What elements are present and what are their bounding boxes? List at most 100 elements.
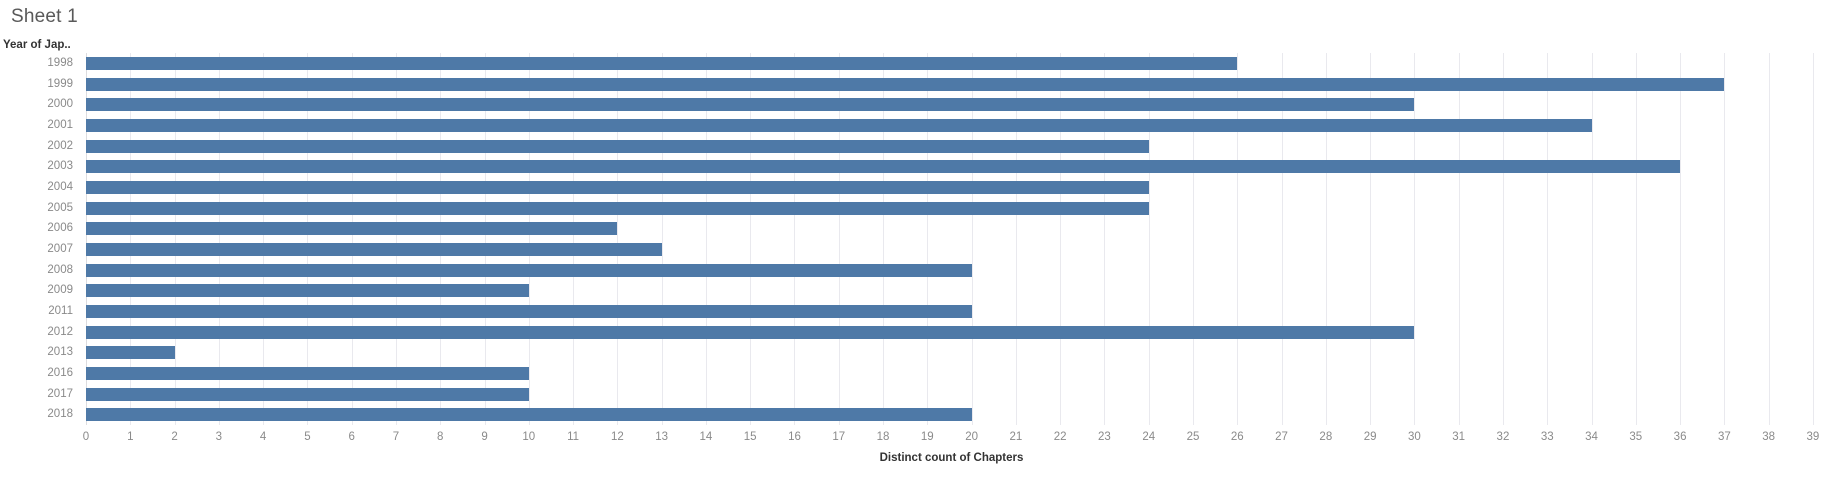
- x-tick-label: 5: [304, 431, 311, 443]
- gridline: [218, 53, 220, 425]
- gridline: [174, 53, 176, 425]
- x-tick-label: 13: [655, 431, 669, 443]
- x-tick-label: 1: [127, 431, 134, 443]
- gridline: [86, 53, 87, 425]
- x-tick-label: 21: [1009, 431, 1023, 443]
- gridline: [440, 53, 442, 425]
- gridline: [661, 53, 663, 425]
- x-tick-label: 24: [1142, 431, 1156, 443]
- year-label: 2009: [47, 284, 73, 297]
- x-tick-label: 22: [1053, 431, 1067, 443]
- year-label: 2006: [47, 222, 73, 235]
- gridline: [750, 53, 752, 425]
- gridline: [1458, 53, 1460, 425]
- x-tick-label: 25: [1186, 431, 1200, 443]
- x-tick-label: 20: [965, 431, 978, 443]
- gridline: [1325, 53, 1327, 425]
- bar-2001[interactable]: [86, 118, 1592, 132]
- x-tick-label: 36: [1673, 431, 1687, 443]
- x-tick-label: 14: [699, 431, 713, 443]
- bar-2005[interactable]: [86, 201, 1149, 215]
- gridline: [1768, 53, 1770, 425]
- gridline: [971, 53, 973, 425]
- bar-2000[interactable]: [86, 98, 1415, 112]
- x-tick-label: 12: [610, 431, 624, 443]
- x-tick-label: 29: [1363, 431, 1377, 443]
- gridline: [794, 53, 796, 425]
- year-label: 2012: [47, 325, 73, 338]
- x-tick-label: 4: [259, 431, 267, 443]
- gridline: [573, 53, 575, 425]
- gridline: [395, 53, 397, 425]
- bar-2013[interactable]: [86, 346, 175, 360]
- year-label: 2013: [47, 346, 73, 359]
- x-tick-label: 10: [522, 431, 536, 443]
- x-axis-title: Distinct count of Chapters: [879, 452, 1024, 464]
- x-tick-label: 35: [1629, 431, 1643, 443]
- x-tick-label: 31: [1452, 431, 1466, 443]
- year-label: 2018: [47, 408, 73, 421]
- year-label: 2017: [47, 387, 73, 400]
- bar-2018[interactable]: [86, 408, 972, 422]
- bar-2017[interactable]: [86, 387, 529, 401]
- year-label-column: 1998 1999 2000 2001 2002 2003 2004 2005 2006 2007…: [0, 53, 79, 425]
- year-label: 2004: [47, 180, 73, 193]
- x-tick-label: 0: [82, 431, 90, 443]
- x-tick-label: 27: [1275, 431, 1288, 443]
- x-tick-label: 39: [1806, 431, 1820, 443]
- gridline: [1591, 53, 1593, 425]
- x-tick-label: 32: [1496, 431, 1510, 443]
- year-label: 2001: [47, 118, 73, 131]
- x-axis-ticks: 0 1 2 3 4 5 6 7 8 9 10 11 12 13 14 15 16 17 18 19 20 21 22 23 24…: [82, 431, 1820, 445]
- x-tick-label: 17: [832, 431, 846, 443]
- year-label: 1998: [47, 56, 73, 69]
- year-label: 2007: [47, 242, 73, 255]
- gridline: [351, 53, 353, 425]
- gridline: [1547, 53, 1549, 425]
- x-tick-label: 2: [171, 431, 178, 443]
- bar-2003[interactable]: [86, 160, 1681, 174]
- gridline: [1812, 53, 1814, 425]
- page-title: Sheet 1: [11, 6, 78, 27]
- bar-2011[interactable]: [86, 304, 972, 318]
- gridline: [883, 53, 885, 425]
- gridline: [838, 53, 840, 425]
- x-tick-label: 11: [567, 431, 580, 443]
- gridline: [130, 53, 132, 425]
- year-label: 1999: [47, 77, 73, 90]
- gridline: [1680, 53, 1682, 425]
- bar-2007[interactable]: [86, 242, 662, 256]
- gridline: [705, 53, 707, 425]
- x-tick-label: 33: [1540, 431, 1554, 443]
- bar-2002[interactable]: [86, 139, 1149, 153]
- bar-2006[interactable]: [86, 222, 618, 236]
- x-tick-label: 19: [920, 431, 934, 443]
- gridline: [1281, 53, 1283, 425]
- gridline: [1015, 53, 1017, 425]
- gridline: [1060, 53, 1062, 425]
- bar-2008[interactable]: [86, 263, 972, 277]
- gridline: [1502, 53, 1504, 425]
- bar-2004[interactable]: [86, 180, 1149, 194]
- bar-2012[interactable]: [86, 325, 1415, 339]
- year-label: 2005: [47, 201, 73, 214]
- x-tick-label: 6: [348, 431, 355, 443]
- x-tick-label: 28: [1319, 431, 1333, 443]
- bar-1999[interactable]: [86, 77, 1725, 91]
- x-tick-label: 15: [743, 431, 757, 443]
- gridline: [1370, 53, 1372, 425]
- gridline: [307, 53, 309, 425]
- bar-1998[interactable]: [86, 56, 1238, 70]
- year-label: 2002: [47, 139, 73, 152]
- bar-2016[interactable]: [86, 366, 529, 380]
- bar-2009[interactable]: [86, 284, 529, 298]
- gridline: [263, 53, 265, 425]
- gridline: [927, 53, 929, 425]
- gridline: [1414, 53, 1416, 425]
- year-label: 2008: [47, 263, 73, 276]
- gridline: [528, 53, 530, 425]
- gridline: [1237, 53, 1239, 425]
- x-tick-label: 3: [215, 431, 223, 443]
- gridline: [1635, 53, 1637, 425]
